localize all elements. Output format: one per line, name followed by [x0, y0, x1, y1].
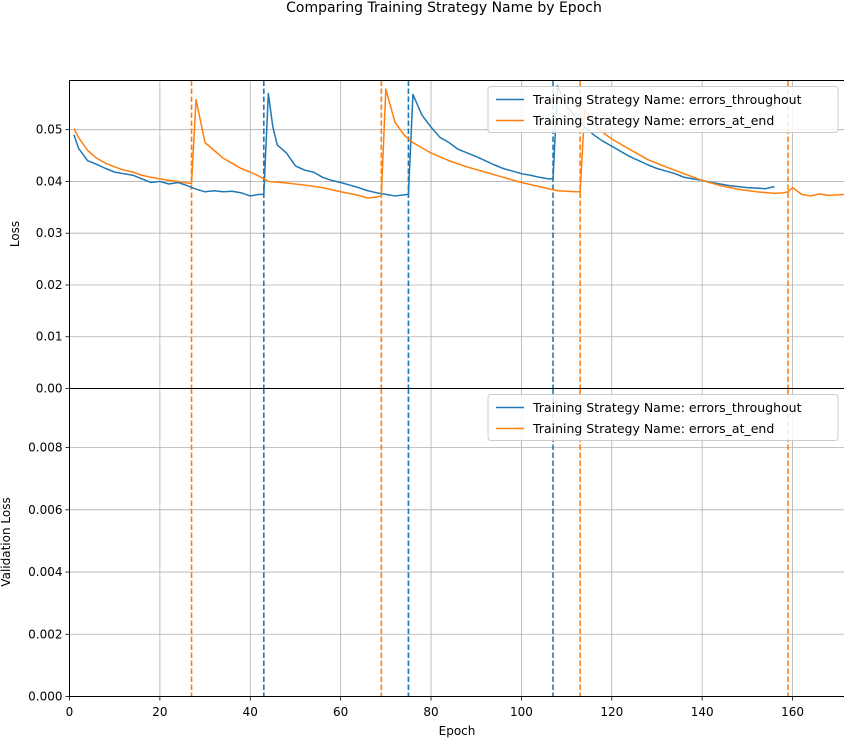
validation-legend: Training Strategy Name: errors_throughou…: [487, 394, 839, 441]
loss-yticks: 0.00 0.01 0.02 0.03 0.04 0.05: [36, 123, 70, 396]
legend-label: Training Strategy Name: errors_throughou…: [532, 92, 802, 107]
x-tick-label: 60: [333, 705, 348, 719]
x-tick-label: 140: [691, 705, 714, 719]
series-line: [73, 84, 775, 197]
x-tick-label: 160: [781, 705, 804, 719]
series-line: [73, 88, 844, 199]
loss-panel: 0.00 0.01 0.02 0.03 0.04 0.05 Loss Training S…: [8, 80, 844, 396]
validation-yticks: 0.000 0.002 0.004 0.006 0.008: [28, 441, 70, 704]
legend-label: Training Strategy Name: errors_at_end: [532, 421, 774, 436]
legend-label: Training Strategy Name: errors_at_end: [532, 113, 774, 128]
loss-legend: Training Strategy Name: errors_throughou…: [487, 86, 839, 133]
legend-label: Training Strategy Name: errors_throughou…: [532, 400, 802, 415]
validation-axes-frame: [69, 388, 844, 697]
loss-ylabel: Loss: [8, 221, 22, 247]
y-tick-label: 0.004: [28, 565, 62, 579]
y-tick-label: 0.02: [36, 278, 63, 292]
chart-title: Comparing Training Strategy Name by Epoc…: [286, 0, 602, 16]
y-tick-label: 0.04: [36, 174, 63, 188]
loss-lines: [73, 84, 844, 199]
x-ticks: 0 20 40 60 80 100 120 140 160: [66, 696, 804, 719]
y-tick-label: 0.05: [36, 123, 63, 137]
y-tick-label: 0.006: [28, 503, 62, 517]
x-tick-label: 0: [66, 705, 74, 719]
validation-panel: 0.000 0.002 0.004 0.006 0.008 Validation Los…: [0, 388, 844, 704]
x-tick-label: 80: [423, 705, 438, 719]
validation-ylabel: Validation Loss: [0, 497, 13, 586]
x-tick-label: 100: [510, 705, 533, 719]
y-tick-label: 0.01: [36, 330, 63, 344]
x-tick-label: 120: [600, 705, 623, 719]
y-tick-label: 0.03: [36, 226, 63, 240]
x-tick-label: 40: [243, 705, 258, 719]
legend-box: [487, 394, 839, 441]
x-tick-label: 20: [152, 705, 167, 719]
y-tick-label: 0.00: [36, 382, 63, 396]
x-axis-label: Epoch: [439, 724, 476, 738]
y-tick-label: 0.008: [28, 441, 62, 455]
y-tick-label: 0.002: [28, 627, 62, 641]
y-tick-label: 0.000: [28, 690, 62, 704]
legend-box: [487, 86, 839, 133]
